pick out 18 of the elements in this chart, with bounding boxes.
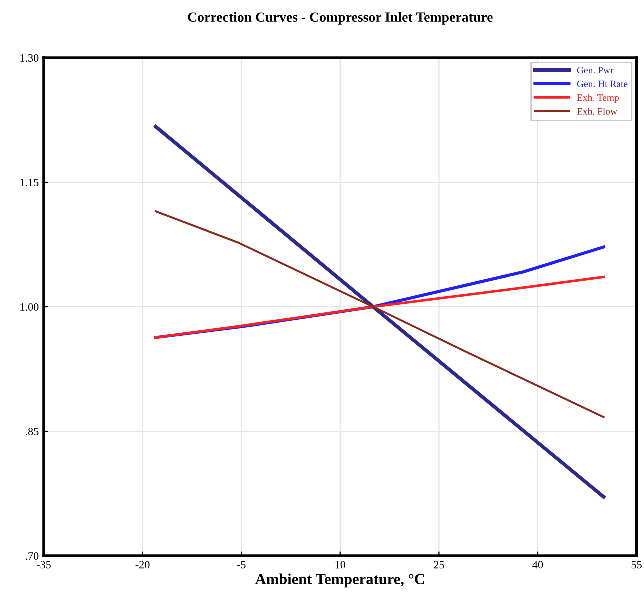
y-tick-label: 1.15	[20, 179, 39, 187]
x-tick-label: 25	[434, 561, 444, 569]
x-tick-label: -35	[37, 561, 51, 569]
x-tick-label: -20	[136, 561, 150, 569]
legend-label: Gen. Ht Rate	[577, 80, 628, 88]
y-tick-label: 1.30	[20, 54, 39, 62]
legend-label: Exh. Temp	[577, 94, 619, 104]
x-axis-title: Ambient Temperature, °C	[256, 574, 424, 588]
y-tick-label: .70	[26, 552, 39, 560]
legend-label: Gen. Pwr	[577, 67, 614, 74]
y-tick-label: 1.00	[20, 303, 39, 312]
x-tick-label: 10	[336, 561, 346, 569]
chart-title: Correction Curves - Compressor Inlet Temperature	[188, 12, 493, 25]
x-tick-label: 40	[532, 561, 544, 569]
x-tick-label: 55	[632, 561, 642, 569]
y-tick-label: .85	[26, 428, 39, 436]
x-tick-label: -5	[237, 561, 246, 569]
legend-label: Exh. Flow	[577, 108, 618, 115]
